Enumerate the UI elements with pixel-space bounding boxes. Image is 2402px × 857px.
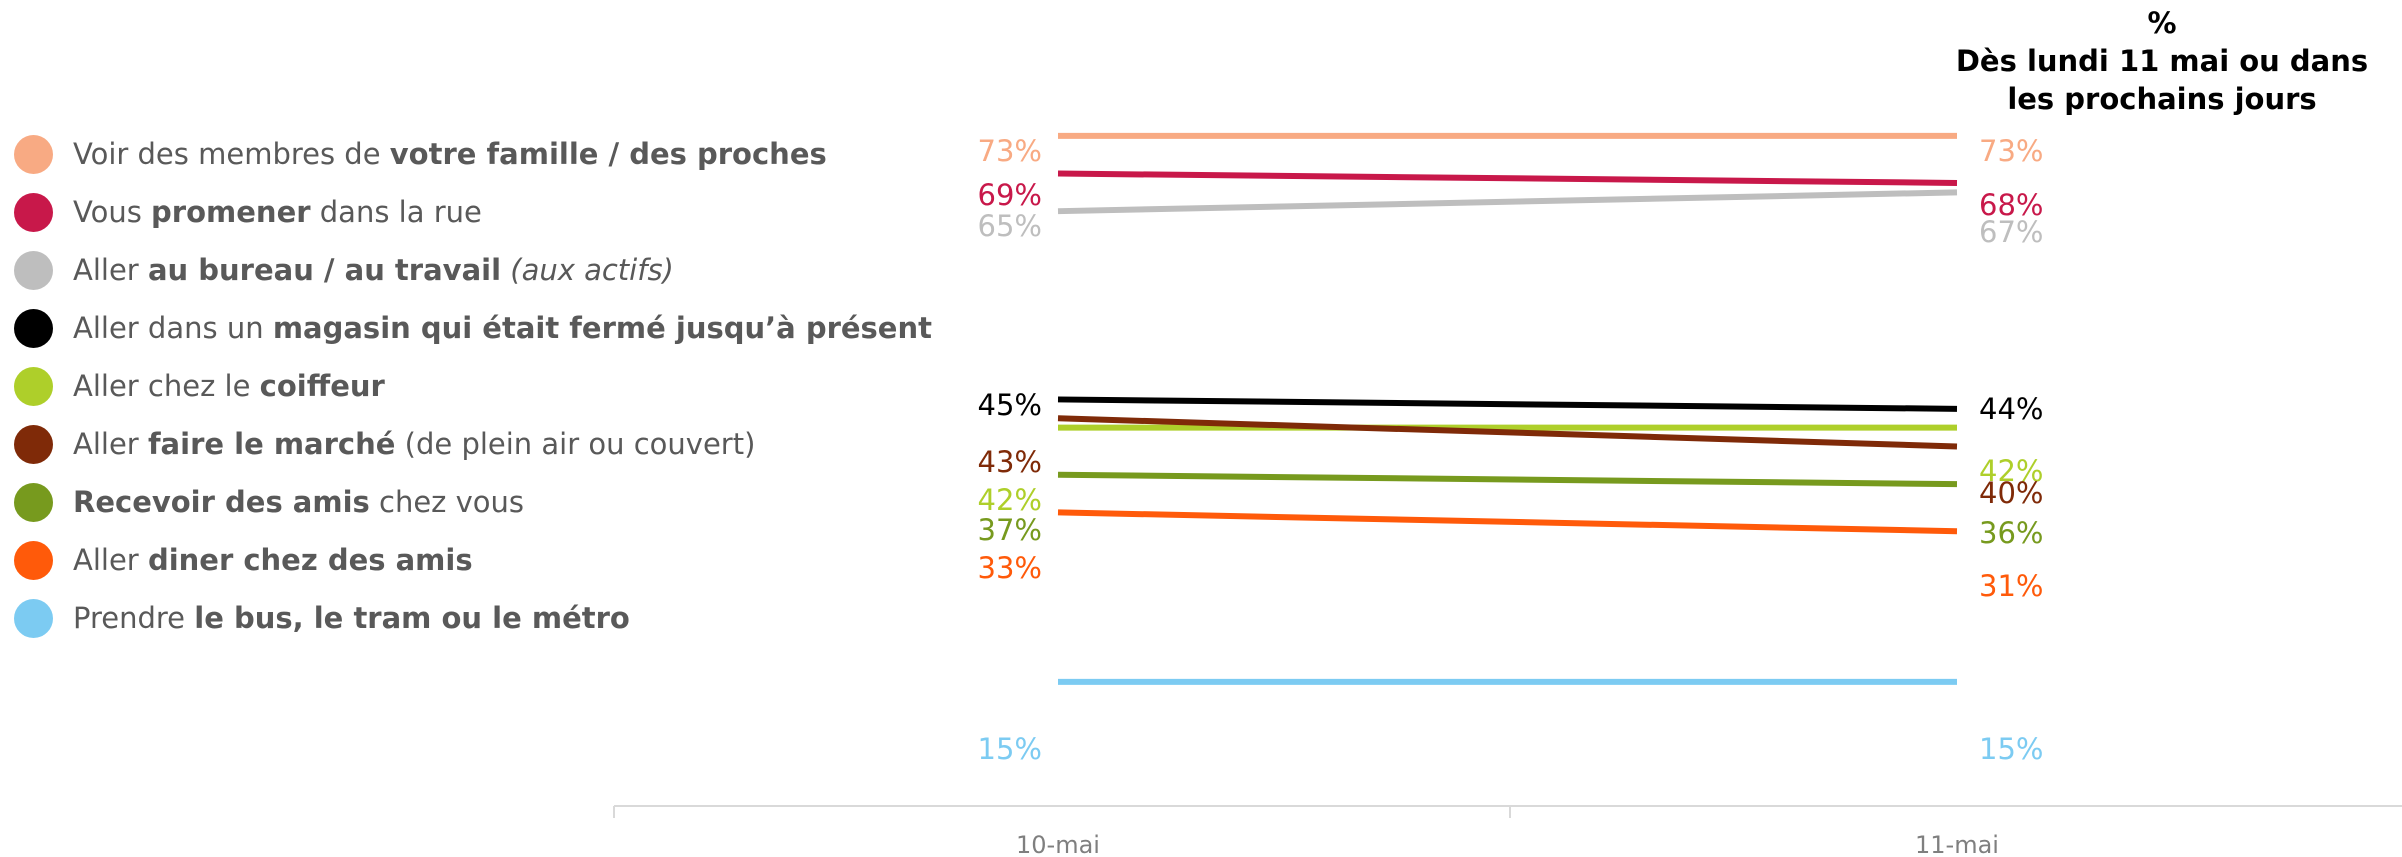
unit-label: %	[2147, 6, 2177, 40]
data-label: 42%	[1979, 454, 2043, 488]
data-label: 42%	[978, 483, 1042, 517]
legend-label-part: Aller dans un	[73, 311, 273, 345]
legend-label: Aller faire le marché (de plein air ou c…	[73, 427, 755, 461]
x-tick-label: 10-mai	[1016, 831, 1100, 857]
series-line	[1057, 170, 1958, 186]
legend-label-part: Prendre	[73, 601, 195, 635]
series-line	[1057, 415, 1958, 450]
data-label: 45%	[978, 388, 1042, 422]
data-labels: 73% 73% 69% 68% 65% 67% 45% 44% 42% 42% 43% 40% 37% 3…	[978, 134, 2044, 766]
column-title-line-2: les prochains jours	[2007, 82, 2317, 116]
legend-label-part: Recevoir des amis	[73, 485, 370, 519]
legend-item: Vous promener dans la rue	[14, 192, 932, 232]
legend-label-part: coiffeur	[259, 369, 385, 403]
data-label: 67%	[1979, 215, 2043, 249]
x-axis-ticks	[613, 806, 1511, 818]
x-tick-label: 11-mai	[1915, 831, 1999, 857]
legend-label: Recevoir des amis chez vous	[73, 485, 524, 519]
legend-label-part: Voir des membres de	[73, 137, 390, 171]
legend: Voir des membres de votre famille / des …	[14, 134, 932, 656]
data-label: 43%	[978, 445, 1042, 479]
legend-label-part: Aller chez le	[73, 369, 260, 403]
series-line	[1057, 189, 1958, 215]
legend-marker	[14, 366, 53, 406]
data-label: 44%	[1979, 392, 2043, 426]
legend-item: Recevoir des amis chez vous	[14, 482, 932, 522]
data-label: 15%	[1979, 732, 2043, 766]
data-label: 31%	[1979, 569, 2043, 603]
legend-label: Aller dans un magasin qui était fermé ju…	[73, 311, 932, 345]
legend-marker	[14, 192, 53, 232]
legend-marker	[14, 598, 53, 638]
legend-marker	[14, 250, 53, 290]
data-label: 40%	[1979, 476, 2043, 510]
column-header: % Dès lundi 11 mai ou dans les prochains…	[1952, 4, 2372, 118]
legend-marker	[14, 424, 53, 464]
data-label: 73%	[1979, 134, 2043, 168]
legend-item: Aller chez le coiffeur	[14, 366, 932, 406]
legend-label: Aller chez le coiffeur	[73, 369, 385, 403]
legend-label-part: Aller	[73, 543, 148, 577]
legend-item: Aller faire le marché (de plein air ou c…	[14, 424, 932, 464]
legend-item: Aller diner chez des amis	[14, 540, 932, 580]
legend-label-part: dans la rue	[310, 195, 482, 229]
legend-label-part: chez vous	[369, 485, 525, 519]
legend-marker	[14, 482, 53, 522]
legend-item: Aller dans un magasin qui était fermé ju…	[14, 308, 932, 348]
x-axis-tick-labels: 10-mai 11-mai	[1016, 831, 1999, 857]
legend-item: Prendre le bus, le tram ou le métro	[14, 598, 932, 638]
legend-label-part: (aux actifs)	[510, 253, 674, 287]
legend-label-part: Aller	[73, 253, 148, 287]
legend-marker	[14, 540, 53, 580]
data-label: 68%	[1979, 188, 2043, 222]
column-title-line-1: Dès lundi 11 mai ou dans	[1955, 44, 2369, 78]
legend-label-part: au bureau / au travail	[147, 253, 502, 287]
data-label: 65%	[978, 209, 1042, 243]
legend-label-part: votre famille / des proches	[389, 137, 827, 171]
legend-marker	[14, 134, 53, 174]
legend-label: Vous promener dans la rue	[73, 195, 482, 229]
legend-label-part: diner chez des amis	[147, 543, 473, 577]
legend-label-part: le bus, le tram ou le métro	[194, 601, 630, 635]
legend-label: Aller diner chez des amis	[73, 543, 473, 577]
series-line	[1057, 471, 1958, 488]
legend-label-part: Aller	[73, 427, 148, 461]
series-line	[1057, 509, 1958, 535]
legend-label: Voir des membres de votre famille / des …	[73, 137, 827, 171]
legend-label: Prendre le bus, le tram ou le métro	[73, 601, 630, 635]
legend-label: Aller au bureau / au travail (aux actifs…	[73, 253, 674, 287]
legend-label-part: (de plein air ou couvert)	[395, 427, 756, 461]
data-label: 15%	[978, 732, 1042, 766]
legend-marker	[14, 308, 53, 348]
data-label: 37%	[978, 513, 1042, 547]
legend-label-part: faire le marché	[147, 427, 396, 461]
series-lines	[1057, 132, 1958, 685]
legend-label-part: magasin qui était fermé jusqu’à présent	[272, 311, 932, 345]
data-label: 69%	[978, 178, 1042, 212]
data-label: 36%	[1979, 516, 2043, 550]
legend-item: Aller au bureau / au travail (aux actifs…	[14, 250, 932, 290]
series-line	[1057, 396, 1958, 412]
data-label: 73%	[978, 134, 1042, 168]
legend-item: Voir des membres de votre famille / des …	[14, 134, 932, 174]
data-label: 33%	[978, 551, 1042, 585]
legend-label-part: promener	[151, 195, 311, 229]
legend-label-part: Vous	[73, 195, 152, 229]
